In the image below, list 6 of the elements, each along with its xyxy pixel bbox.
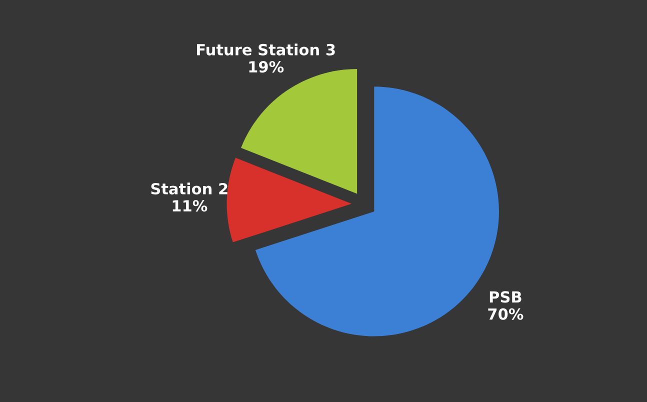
data-label: 70% <box>488 308 524 320</box>
data-label: 11% <box>172 200 208 212</box>
slice-label: PSB <box>490 291 522 303</box>
slice-label: Future Station 3 <box>197 44 335 56</box>
slice-label: Station 2 <box>151 182 228 195</box>
data-label: 19% <box>249 61 284 73</box>
